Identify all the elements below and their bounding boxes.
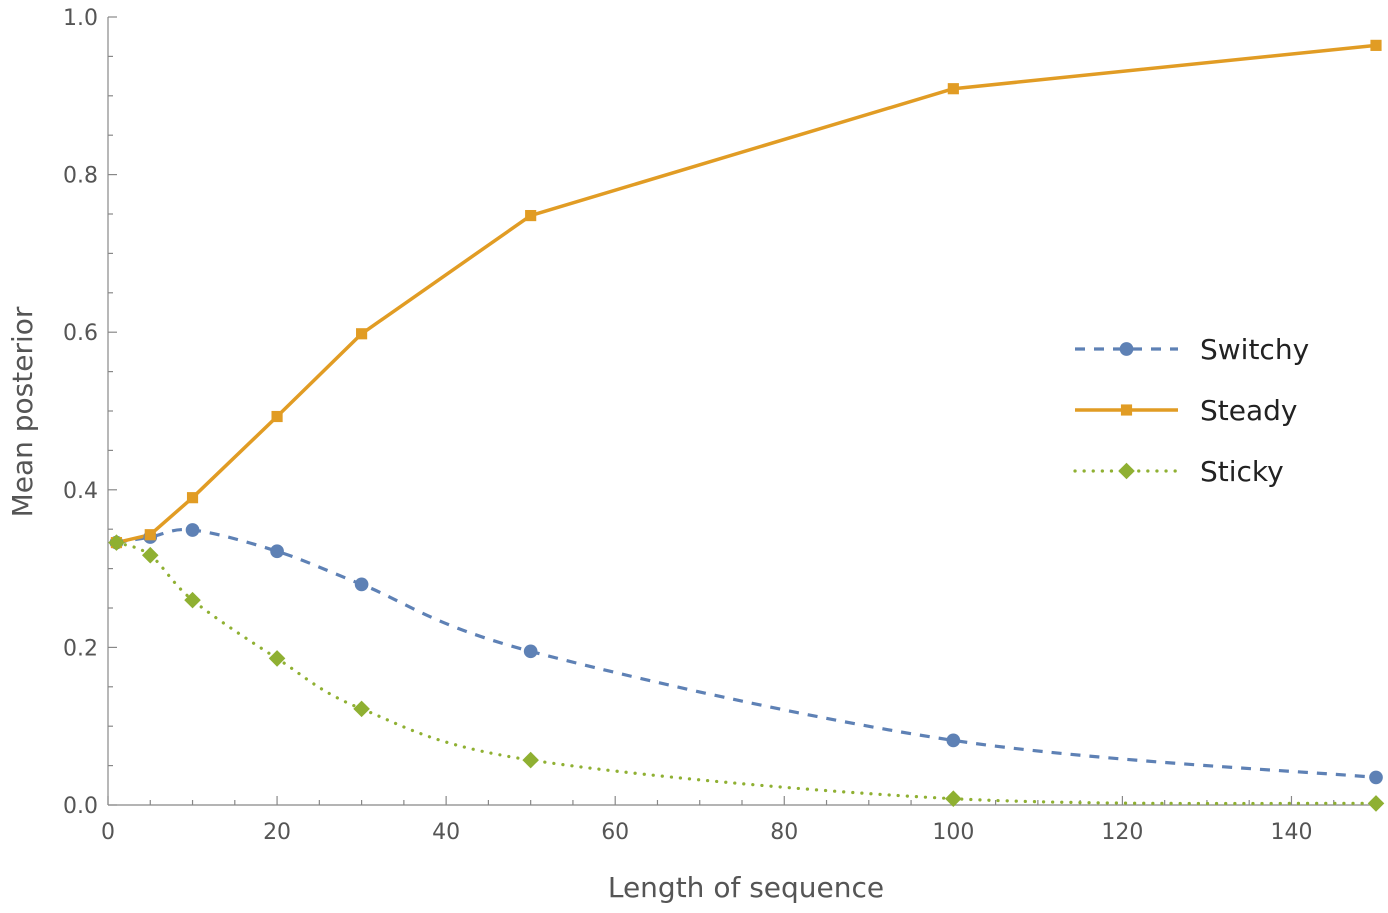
data-point-switchy: [1369, 770, 1383, 785]
legend-marker-steady: [1120, 404, 1133, 416]
data-point-steady: [144, 529, 156, 541]
series-line-steady: [116, 43, 1377, 545]
y-tick-label: 0.4: [63, 479, 98, 504]
y-tick-label: 0.6: [63, 321, 98, 346]
data-point-steady: [1370, 39, 1382, 51]
legend: Switchy Steady Sticky: [1073, 333, 1309, 488]
data-point-switchy: [523, 644, 538, 659]
data-point-sticky: [522, 751, 539, 769]
y-tick-label: 0.8: [63, 164, 98, 189]
legend-marker-switchy: [1119, 342, 1134, 356]
series-line-sticky: [114, 540, 1378, 806]
data-point-steady: [947, 83, 959, 95]
x-tick-label: 20: [263, 820, 291, 845]
data-point-sticky: [353, 700, 370, 718]
x-tick-label: 0: [101, 820, 115, 845]
legend-label-switchy: Switchy: [1200, 333, 1309, 366]
x-tick-label: 120: [1101, 820, 1143, 845]
data-point-steady: [186, 492, 199, 504]
legend-label-steady: Steady: [1200, 394, 1297, 427]
data-point-steady: [356, 328, 368, 340]
x-tick-label: 100: [932, 820, 974, 845]
axes: 0 20 40 60 80 100 120 140 0.0 0.2 0.4 0.6 0.8 1.0: [63, 6, 1376, 845]
data-point-switchy: [185, 523, 200, 537]
data-point-switchy: [946, 733, 961, 748]
data-point-sticky: [1367, 795, 1385, 812]
x-tick-label: 40: [432, 820, 460, 845]
data-point-sticky: [184, 591, 201, 609]
x-tick-label: 80: [770, 820, 798, 845]
y-tick-label: 1.0: [63, 6, 98, 31]
series-lines: [114, 43, 1378, 806]
data-point-switchy: [354, 577, 369, 592]
data-point-sticky: [141, 546, 159, 564]
x-tick-label: 60: [601, 820, 629, 845]
y-tick-label: 0.0: [63, 794, 98, 819]
y-tick-label: 0.2: [63, 636, 98, 661]
data-point-steady: [271, 410, 283, 423]
x-axis-label: Length of sequence: [608, 871, 884, 904]
series-markers: [108, 39, 1385, 812]
data-point-sticky: [108, 534, 125, 551]
data-point-sticky: [268, 650, 286, 667]
series-line-switchy: [116, 527, 1377, 780]
data-point-sticky: [945, 790, 962, 807]
data-point-steady: [525, 209, 537, 222]
legend-label-sticky: Sticky: [1200, 455, 1284, 488]
data-point-switchy: [270, 544, 284, 559]
x-tick-label: 140: [1270, 820, 1312, 845]
y-axis-label: Mean posterior: [6, 306, 39, 517]
legend-marker-sticky: [1118, 462, 1135, 480]
